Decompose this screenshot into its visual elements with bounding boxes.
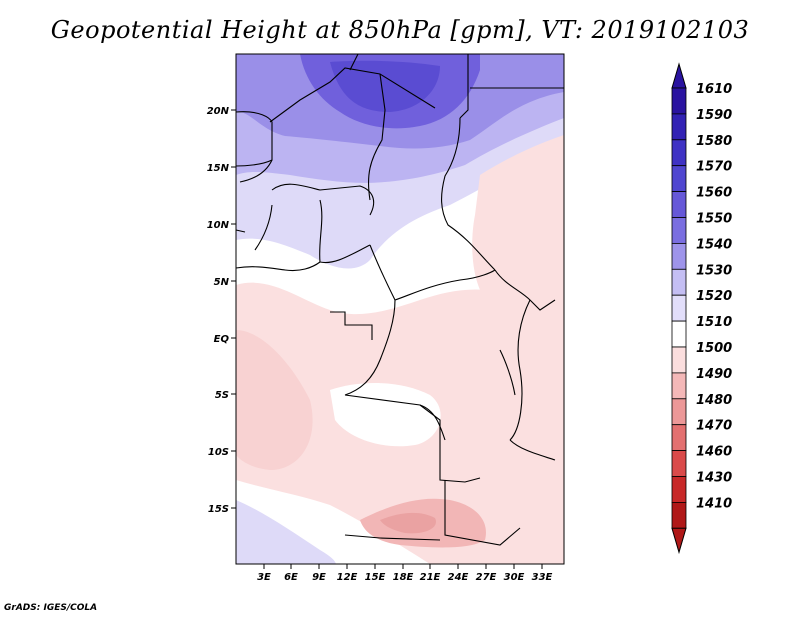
- colorbar-swatch: [671, 268, 687, 296]
- map-frame: [235, 53, 565, 565]
- map-panel: 20N 15N 10N 5N EQ 5S 10S 15S 3E 6E 9E 12…: [207, 53, 565, 583]
- colorbar-swatch: [671, 346, 687, 374]
- colorbar-swatch: [671, 87, 687, 115]
- height-field-1500-east: [472, 135, 564, 330]
- colorbar-label: 1490: [696, 367, 732, 382]
- colorbar-swatch: [671, 424, 687, 452]
- height-field-1510: [330, 383, 441, 447]
- lat-label-15s: 15S: [208, 504, 229, 515]
- colorbar-label: 1570: [696, 160, 732, 175]
- credit-label: GrADS: IGES/COLA: [4, 603, 98, 613]
- colorbar-label: 1430: [696, 471, 732, 486]
- lat-label-20n: 20N: [207, 106, 230, 117]
- lon-label-15e: 15E: [365, 572, 386, 583]
- lat-label-eq: EQ: [214, 334, 230, 345]
- lat-label-15n: 15N: [207, 163, 230, 174]
- colorbar-swatch: [671, 450, 687, 477]
- lon-label-27e: 27E: [476, 572, 497, 583]
- lat-label-10n: 10N: [207, 220, 230, 231]
- lon-label-24e: 24E: [448, 572, 469, 583]
- colorbar-swatch: [671, 242, 687, 270]
- colorbar-swatch: [671, 294, 687, 322]
- lon-label-12e: 12E: [337, 572, 358, 583]
- colorbar-swatch: [671, 113, 687, 141]
- colorbar-swatch: [671, 165, 687, 192]
- height-field-1570: [330, 60, 440, 112]
- lon-label-9e: 9E: [312, 572, 326, 583]
- lon-label-33e: 33E: [532, 572, 553, 583]
- colorbar-label: 1550: [696, 212, 732, 227]
- lat-label-5s: 5S: [215, 390, 229, 401]
- colorbar-bottom-arrow: [671, 527, 687, 555]
- colorbar-label: 1510: [696, 315, 732, 330]
- colorbar-swatch: [671, 191, 687, 218]
- colorbar-top-arrow: [671, 62, 687, 89]
- colorbar-swatch: [671, 476, 687, 503]
- lat-label-10s: 10S: [208, 447, 229, 458]
- lon-label-6e: 6E: [284, 572, 298, 583]
- colorbar-label: 1410: [696, 496, 732, 511]
- height-field-1500-west: [236, 330, 313, 470]
- colorbar: 1610 1590 1580 1570 1560 1550 1540 1530 1520 1510…: [671, 62, 732, 555]
- colorbar-label: 1470: [696, 419, 732, 434]
- lon-label-30e: 30E: [504, 572, 525, 583]
- lon-label-21e: 21E: [420, 572, 441, 583]
- colorbar-label: 1500: [696, 341, 732, 356]
- colorbar-swatch: [671, 398, 687, 426]
- colorbar-swatch: [671, 372, 687, 400]
- colorbar-label: 1460: [696, 445, 732, 460]
- height-field-1520-south: [236, 500, 336, 564]
- colorbar-label: 1540: [696, 237, 732, 252]
- lon-label-3e: 3E: [257, 572, 271, 583]
- colorbar-swatch: [671, 320, 687, 348]
- colorbar-swatch: [671, 501, 687, 529]
- country-borders: [235, 53, 564, 546]
- colorbar-swatch: [671, 217, 687, 244]
- height-field-1480: [380, 512, 436, 534]
- colorbar-label: 1590: [696, 108, 732, 123]
- chart-title: Geopotential Height at 850hPa [gpm], VT:…: [50, 16, 750, 44]
- colorbar-label: 1580: [696, 134, 732, 149]
- colorbar-label: 1610: [696, 82, 732, 97]
- colorbar-label: 1530: [696, 263, 732, 278]
- colorbar-label: 1480: [696, 393, 732, 408]
- colorbar-label: 1520: [696, 289, 732, 304]
- colorbar-swatch: [671, 139, 687, 167]
- colorbar-label: 1560: [696, 186, 732, 201]
- lon-label-18e: 18E: [393, 572, 414, 583]
- lat-label-5n: 5N: [214, 277, 230, 288]
